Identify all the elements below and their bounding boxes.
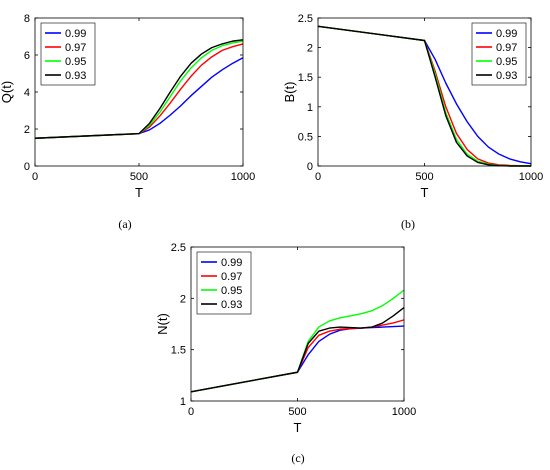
- x-tick-label: 500: [415, 171, 433, 183]
- y-axis-label: B(t): [282, 82, 297, 103]
- series-line-0-95: [34, 40, 244, 139]
- y-tick-label: 2: [307, 43, 313, 55]
- legend-entry: 0.93: [496, 70, 517, 82]
- x-axis-label: T: [135, 185, 143, 200]
- legend: 0.99 0.97 0.95 0.93: [40, 22, 96, 86]
- x-tick-label: 500: [288, 406, 306, 418]
- series-line-0-93: [34, 39, 244, 139]
- y-tick-label: 1.5: [171, 345, 186, 357]
- y-tick-label: 1.5: [298, 72, 313, 84]
- legend-entry: 0.95: [221, 285, 242, 297]
- y-tick-label: 2: [180, 293, 186, 305]
- legend-entry: 0.97: [65, 42, 86, 54]
- chart-b: 0 500 100000.511.522.5TB(t)0.990.970.950.9…: [282, 13, 543, 231]
- chart-c: 0 500 1000 1 1.5 2 2.5 T N(t) 0.99 0.97 0.95 0.93 (c): [155, 242, 416, 465]
- y-tick-label: 2.5: [171, 242, 186, 254]
- x-tick-label: 0: [188, 406, 194, 418]
- x-tick-label: 1000: [392, 406, 416, 418]
- x-tick-label: 1000: [231, 171, 255, 183]
- series-line-0-93: [190, 307, 405, 393]
- subfigure-caption: (a): [118, 217, 131, 231]
- y-tick-label: 0: [24, 161, 30, 173]
- y-tick-label: 0.5: [298, 131, 313, 143]
- y-tick-label: 2.5: [298, 13, 313, 25]
- y-tick-label: 4: [24, 87, 30, 99]
- legend-entry: 0.99: [221, 257, 242, 269]
- x-tick-label: 1000: [519, 171, 543, 183]
- legend-entry: 0.93: [65, 70, 86, 82]
- series-line-0-99: [317, 25, 532, 165]
- x-tick-label: 0: [315, 171, 321, 183]
- y-tick-label: 8: [24, 13, 30, 25]
- series-line-0-99: [34, 57, 244, 139]
- x-axis-label: T: [294, 420, 302, 435]
- legend-entry: 0.97: [496, 42, 517, 54]
- y-tick-label: 1: [180, 396, 186, 408]
- y-axis-label: N(t): [155, 313, 170, 335]
- legend: 0.99 0.97 0.95 0.93: [471, 22, 527, 86]
- legend-entry: 0.99: [65, 28, 86, 40]
- series-line-0-97: [190, 319, 405, 393]
- y-tick-label: 1: [307, 102, 313, 114]
- x-tick-label: 500: [130, 171, 148, 183]
- series-line-0-99: [190, 325, 405, 393]
- subfigure-caption: (c): [291, 451, 304, 465]
- y-tick-label: 6: [24, 50, 30, 62]
- legend-entry: 0.93: [221, 299, 242, 311]
- chart-a: 0 500 1000 0 2 4 6 8 T Q(t) 0.99 0.97 0.95 0.93 (a): [0, 13, 255, 231]
- legend-entry: 0.97: [221, 271, 242, 283]
- y-tick-label: 0: [307, 161, 313, 173]
- legend-entry: 0.95: [65, 56, 86, 68]
- legend: 0.99 0.97 0.95 0.93: [196, 251, 252, 315]
- legend-entry: 0.99: [496, 28, 517, 40]
- x-tick-label: 0: [32, 171, 38, 183]
- legend-entry: 0.95: [496, 56, 517, 68]
- series-line-0-97: [34, 43, 244, 139]
- y-tick-label: 2: [24, 124, 30, 136]
- subfigure-caption: (b): [401, 217, 415, 231]
- x-axis-label: T: [421, 185, 429, 200]
- y-axis-label: Q(t): [0, 81, 14, 103]
